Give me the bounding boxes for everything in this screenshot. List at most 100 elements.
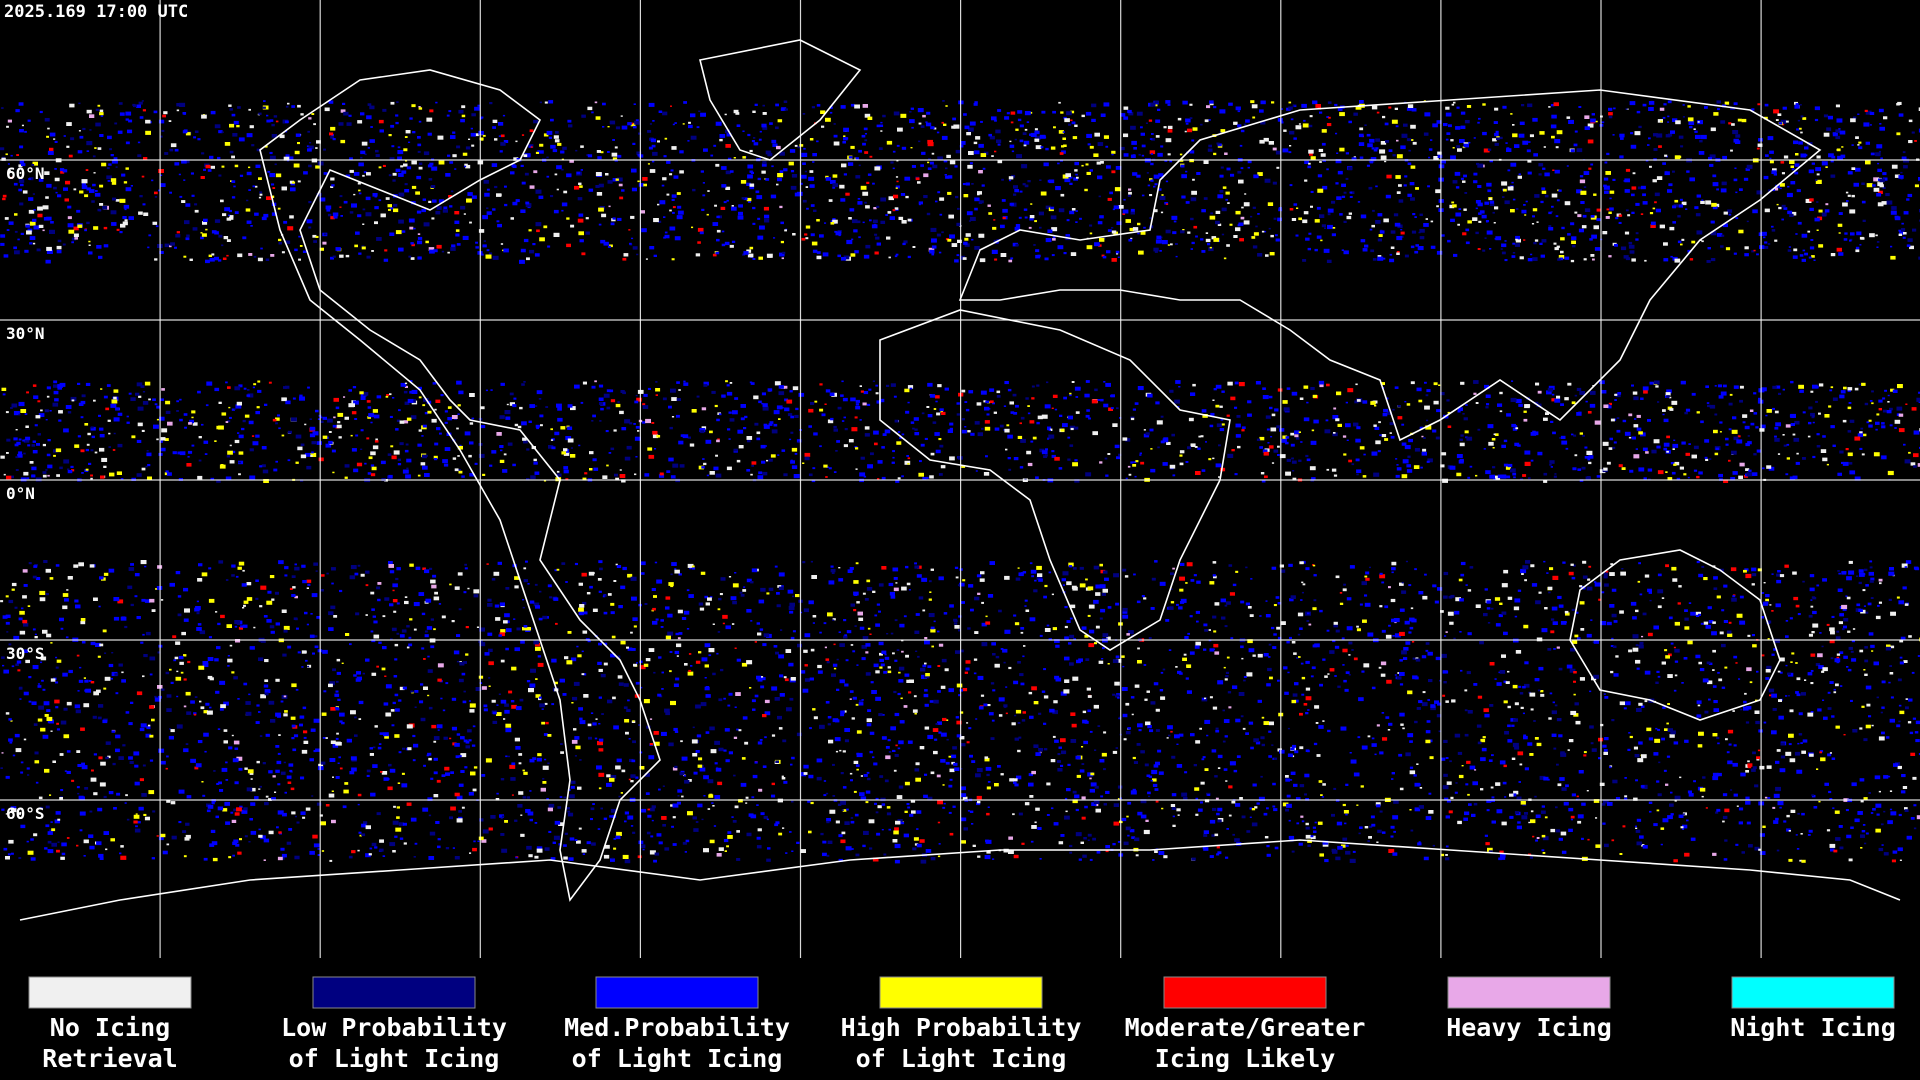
icing-pixel <box>651 144 656 148</box>
icing-pixel <box>41 679 44 682</box>
icing-pixel <box>1479 641 1484 645</box>
icing-pixel <box>1377 255 1382 258</box>
icing-pixel <box>1720 120 1726 124</box>
icing-pixel <box>1125 731 1131 735</box>
icing-pixel <box>936 233 941 237</box>
icing-pixel <box>179 102 186 107</box>
icing-pixel <box>637 855 642 859</box>
icing-pixel <box>1628 244 1635 249</box>
icing-pixel <box>1486 607 1491 610</box>
icing-pixel <box>1034 579 1037 582</box>
icing-pixel <box>1619 610 1624 614</box>
icing-pixel <box>5 775 10 779</box>
icing-pixel <box>1484 201 1489 205</box>
icing-pixel <box>469 473 475 477</box>
icing-pixel <box>1179 588 1184 592</box>
icing-pixel <box>1572 245 1576 248</box>
icing-pixel <box>125 167 129 170</box>
icing-pixel <box>823 794 827 797</box>
icing-pixel <box>966 132 971 136</box>
icing-pixel <box>1348 212 1352 215</box>
icing-pixel <box>1205 238 1211 243</box>
icing-pixel <box>1504 259 1508 262</box>
icing-pixel <box>1334 675 1337 677</box>
icing-pixel <box>191 444 195 447</box>
icing-pixel <box>616 758 622 763</box>
icing-pixel <box>999 424 1004 428</box>
icing-pixel <box>468 739 472 742</box>
icing-pixel <box>1542 167 1546 170</box>
icing-pixel <box>1051 407 1054 409</box>
icing-pixel <box>1125 477 1128 480</box>
icing-pixel <box>1089 788 1095 793</box>
icing-pixel <box>1466 436 1473 441</box>
icing-pixel <box>1052 110 1056 114</box>
icing-pixel <box>966 741 970 744</box>
icing-pixel <box>428 814 432 817</box>
icing-pixel <box>1693 128 1696 130</box>
icing-pixel <box>1532 117 1538 122</box>
icing-pixel <box>1858 146 1863 150</box>
icing-pixel <box>494 138 498 141</box>
icing-pixel <box>1318 148 1324 152</box>
icing-pixel <box>100 388 103 390</box>
icing-pixel <box>1163 855 1168 859</box>
icing-pixel <box>1215 210 1221 214</box>
icing-pixel <box>186 234 190 237</box>
icing-pixel <box>808 830 812 834</box>
icing-pixel <box>1343 583 1346 586</box>
icing-pixel <box>161 129 165 132</box>
icing-pixel <box>1017 118 1022 122</box>
icing-pixel <box>1467 476 1471 479</box>
icing-pixel <box>1484 834 1488 837</box>
icing-pixel <box>1239 144 1243 147</box>
icing-pixel <box>1836 148 1841 152</box>
icing-pixel <box>1405 560 1408 563</box>
icing-pixel <box>1791 211 1797 216</box>
icing-pixel <box>1572 564 1576 567</box>
icing-pixel <box>1791 168 1795 171</box>
icing-pixel <box>102 629 107 633</box>
icing-pixel <box>1564 256 1570 260</box>
icing-pixel <box>1779 768 1786 773</box>
icing-pixel <box>1314 643 1320 648</box>
icing-pixel <box>1088 643 1095 648</box>
icing-pixel <box>73 233 79 237</box>
icing-pixel <box>1296 207 1299 209</box>
icing-pixel <box>1285 441 1289 445</box>
icing-pixel <box>669 670 672 673</box>
icing-pixel <box>849 208 855 212</box>
icing-pixel <box>1682 104 1685 106</box>
icing-pixel <box>970 432 975 436</box>
icing-pixel <box>1301 103 1307 108</box>
icing-pixel <box>1369 138 1375 143</box>
icing-pixel <box>250 830 257 835</box>
icing-pixel <box>312 834 318 839</box>
icing-pixel <box>1332 432 1338 437</box>
icing-pixel <box>1595 844 1601 848</box>
icing-pixel <box>1191 241 1195 245</box>
icing-pixel <box>854 625 857 627</box>
icing-pixel <box>564 832 568 835</box>
icing-pixel <box>345 633 350 636</box>
icing-pixel <box>1081 164 1084 167</box>
icing-pixel <box>1859 236 1864 240</box>
icing-pixel <box>1089 730 1093 733</box>
icing-pixel <box>708 648 715 653</box>
icing-pixel <box>214 219 221 223</box>
icing-pixel <box>26 391 29 394</box>
icing-pixel <box>79 190 84 194</box>
icing-pixel <box>8 599 14 604</box>
icing-pixel <box>951 243 958 247</box>
icing-pixel <box>1524 683 1530 688</box>
icing-pixel <box>1874 775 1881 780</box>
icing-pixel <box>823 464 828 468</box>
icing-pixel <box>949 234 955 239</box>
icing-pixel <box>176 400 179 403</box>
icing-pixel <box>556 188 559 191</box>
icing-pixel <box>866 579 871 583</box>
icing-pixel <box>104 652 107 654</box>
icing-pixel <box>935 449 941 454</box>
icing-pixel <box>236 756 243 761</box>
